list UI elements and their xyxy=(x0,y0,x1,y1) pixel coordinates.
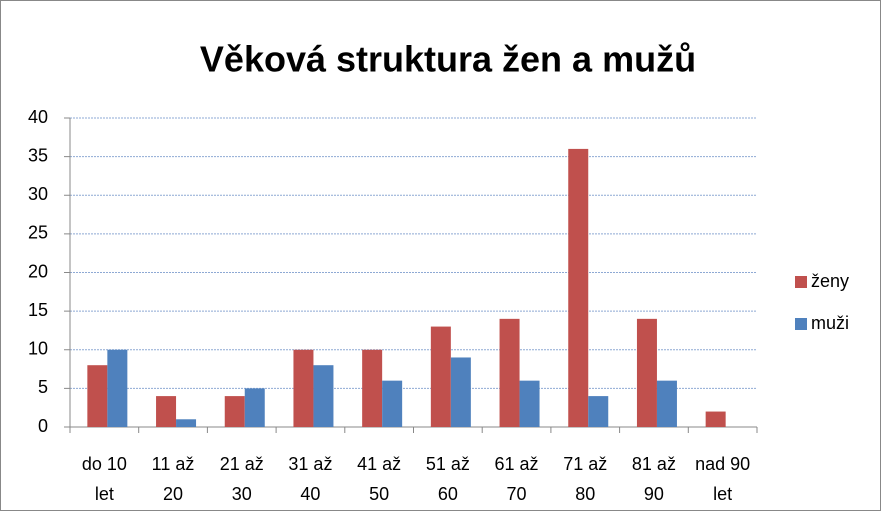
y-tick-label: 15 xyxy=(28,300,48,320)
x-tick-label: nad 90 let xyxy=(695,454,751,504)
y-tick-label: 5 xyxy=(38,377,48,397)
y-tick-label: 40 xyxy=(28,107,48,127)
y-tick-label: 30 xyxy=(28,184,48,204)
x-tick-label: 51 až 60 xyxy=(425,454,470,504)
chart-title: Věková struktura žen a mužů xyxy=(200,39,696,80)
x-tick-label: 81 až 90 xyxy=(631,454,676,504)
bar xyxy=(107,349,128,427)
legend-swatch xyxy=(795,276,807,288)
y-tick-label: 0 xyxy=(38,416,48,436)
bar xyxy=(224,396,245,427)
legend-swatch xyxy=(795,318,807,330)
legend-label: ženy xyxy=(811,271,849,291)
y-tick-label: 35 xyxy=(28,145,48,165)
bar xyxy=(636,318,657,427)
bar xyxy=(499,318,520,427)
y-tick-label: 10 xyxy=(28,339,48,359)
bar xyxy=(156,396,177,427)
x-tick-label: do 10 let xyxy=(81,454,127,504)
bar xyxy=(656,380,677,427)
legend-label: muži xyxy=(811,313,849,333)
bar xyxy=(568,148,589,427)
x-tick-label: 71 až 80 xyxy=(563,454,608,504)
bar xyxy=(362,349,383,427)
x-tick-label: 21 až 30 xyxy=(219,454,264,504)
bar xyxy=(450,357,471,427)
bar xyxy=(382,380,403,427)
x-tick-label: 11 až 20 xyxy=(151,454,195,504)
x-tick-label: 61 až 70 xyxy=(494,454,539,504)
x-tick-label: 31 až 40 xyxy=(288,454,333,504)
bar xyxy=(293,349,314,427)
bar xyxy=(519,380,540,427)
y-tick-label: 20 xyxy=(28,261,48,281)
bar xyxy=(705,411,726,427)
bar xyxy=(87,365,108,427)
bar xyxy=(430,326,451,427)
x-tick-label: 41 až 50 xyxy=(357,454,402,504)
y-tick-label: 25 xyxy=(28,223,48,243)
bar xyxy=(313,365,334,427)
bar xyxy=(588,396,609,427)
bar xyxy=(176,419,197,427)
bar xyxy=(244,388,265,427)
